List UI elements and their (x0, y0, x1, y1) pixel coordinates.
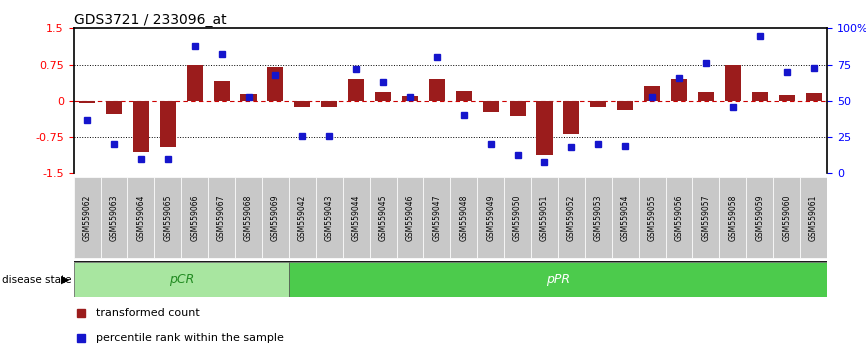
Text: GSM559069: GSM559069 (271, 194, 280, 241)
Bar (725, 65, 741, 101)
Bar (74, 262, 289, 297)
Text: percentile rank within the sample: percentile rank within the sample (96, 333, 284, 343)
Bar (321, 101, 337, 107)
Bar (100, 177, 127, 258)
Text: ▶: ▶ (61, 275, 69, 285)
Bar (106, 101, 122, 114)
Text: GSM559060: GSM559060 (782, 194, 792, 241)
Text: GSM559043: GSM559043 (325, 194, 333, 241)
Bar (585, 177, 611, 258)
Bar (477, 177, 504, 258)
Bar (214, 81, 229, 101)
Bar (591, 101, 606, 107)
Bar (79, 101, 95, 103)
Bar (289, 262, 827, 297)
Text: GSM559056: GSM559056 (675, 194, 683, 241)
Text: GSM559045: GSM559045 (378, 194, 388, 241)
Text: transformed count: transformed count (96, 308, 200, 318)
Text: GSM559062: GSM559062 (82, 194, 92, 241)
Bar (348, 79, 365, 101)
Text: GSM559047: GSM559047 (432, 194, 442, 241)
Bar (268, 67, 283, 101)
Bar (720, 177, 746, 258)
Bar (181, 177, 208, 258)
Bar (504, 177, 531, 258)
Text: pCR: pCR (169, 273, 194, 286)
Bar (779, 95, 795, 101)
Text: GSM559053: GSM559053 (594, 194, 603, 241)
Text: GSM559058: GSM559058 (728, 194, 737, 241)
Text: GSM559044: GSM559044 (352, 194, 360, 241)
Text: GSM559046: GSM559046 (405, 194, 415, 241)
Text: GSM559055: GSM559055 (648, 194, 656, 241)
Text: GSM559048: GSM559048 (459, 194, 469, 241)
Bar (450, 177, 477, 258)
Bar (563, 101, 579, 134)
Bar (429, 79, 445, 101)
Bar (187, 65, 203, 101)
Bar (127, 177, 154, 258)
Bar (773, 177, 800, 258)
Text: GSM559054: GSM559054 (621, 194, 630, 241)
Bar (74, 177, 100, 258)
Text: GSM559052: GSM559052 (567, 194, 576, 241)
Bar (482, 101, 499, 112)
Bar (208, 177, 235, 258)
Text: GSM559066: GSM559066 (191, 194, 199, 241)
Bar (316, 177, 343, 258)
Text: GSM559064: GSM559064 (136, 194, 145, 241)
Bar (397, 177, 423, 258)
Bar (456, 91, 472, 101)
Bar (558, 177, 585, 258)
Bar (289, 177, 316, 258)
Text: GSM559057: GSM559057 (701, 194, 710, 241)
Bar (638, 177, 666, 258)
Bar (644, 86, 660, 101)
Bar (235, 177, 262, 258)
Bar (159, 101, 176, 147)
Bar (693, 177, 720, 258)
Text: GSM559065: GSM559065 (164, 194, 172, 241)
Bar (805, 93, 822, 101)
Bar (617, 101, 633, 110)
Bar (531, 177, 558, 258)
Bar (343, 177, 370, 258)
Text: GSM559061: GSM559061 (809, 194, 818, 241)
Text: GSM559059: GSM559059 (755, 194, 765, 241)
Bar (698, 92, 714, 101)
Bar (509, 101, 526, 116)
Bar (154, 177, 181, 258)
Bar (132, 101, 149, 152)
Bar (241, 94, 256, 101)
Text: GSM559050: GSM559050 (513, 194, 522, 241)
Bar (671, 79, 687, 101)
Text: GSM559049: GSM559049 (486, 194, 495, 241)
Bar (402, 96, 418, 101)
Bar (294, 101, 310, 107)
Text: GSM559067: GSM559067 (217, 194, 226, 241)
Bar (746, 177, 773, 258)
Text: GSM559042: GSM559042 (298, 194, 307, 241)
Text: disease state: disease state (2, 275, 71, 285)
Bar (752, 92, 768, 101)
Text: GSM559051: GSM559051 (540, 194, 549, 241)
Bar (611, 177, 638, 258)
Text: GDS3721 / 233096_at: GDS3721 / 233096_at (74, 13, 226, 27)
Bar (262, 177, 289, 258)
Bar (375, 92, 391, 101)
Bar (423, 177, 450, 258)
Bar (800, 177, 827, 258)
Text: pPR: pPR (546, 273, 570, 286)
Text: GSM559063: GSM559063 (109, 194, 119, 241)
Bar (666, 177, 693, 258)
Bar (370, 177, 397, 258)
Text: GSM559068: GSM559068 (244, 194, 253, 241)
Bar (536, 101, 553, 155)
